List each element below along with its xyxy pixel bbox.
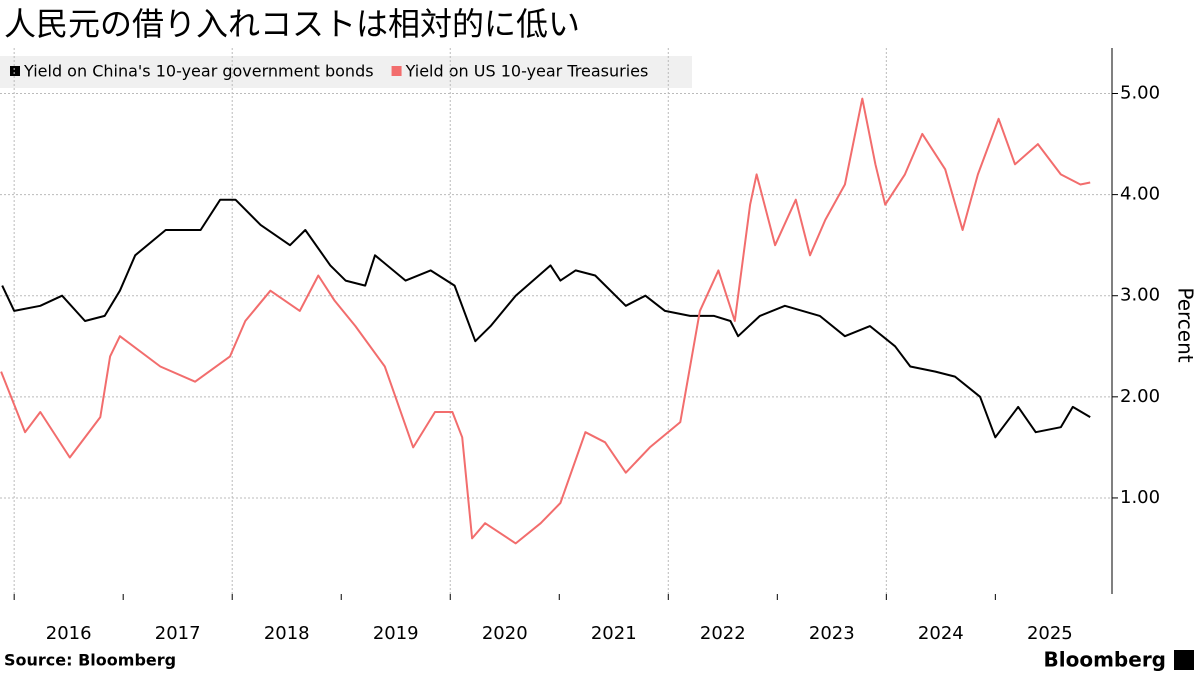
x-tick-label: 2023 (809, 623, 855, 644)
x-tick-label: 2018 (264, 623, 310, 644)
legend-swatch (391, 66, 402, 76)
legend-label: Yield on China's 10-year government bond… (23, 62, 374, 81)
y-tick-label: 5.00 (1120, 83, 1160, 104)
y-tick-label: 1.00 (1120, 487, 1160, 508)
y-tick-label: 4.00 (1120, 184, 1160, 205)
x-tick-label: 2022 (700, 623, 746, 644)
x-tick-label: 2020 (482, 623, 528, 644)
series-line (1, 198, 1091, 439)
x-tick-label: 2024 (918, 623, 964, 644)
y-tick-label: 3.00 (1120, 285, 1160, 306)
legend: Yield on China's 10-year government bond… (10, 62, 648, 81)
legend-swatch (10, 66, 20, 76)
chart-title: 人民元の借り入れコストは相対的に低い (4, 5, 580, 43)
x-tick-label: 2019 (373, 623, 419, 644)
y-axis-label: Percent (1174, 287, 1198, 362)
y-tick-label: 2.00 (1120, 386, 1160, 407)
source: Source: Bloomberg (4, 651, 176, 670)
x-tick-label: 2021 (591, 623, 637, 644)
x-tick-label: 2016 (46, 623, 92, 644)
x-tick-label: 2025 (1027, 623, 1073, 644)
brand: Bloomberg (1044, 648, 1166, 672)
brand-icon (1174, 650, 1194, 670)
x-tick-label: 2017 (155, 623, 201, 644)
legend-box (0, 56, 692, 88)
series-line (0, 97, 1091, 545)
legend-label: Yield on US 10-year Treasuries (405, 62, 649, 81)
